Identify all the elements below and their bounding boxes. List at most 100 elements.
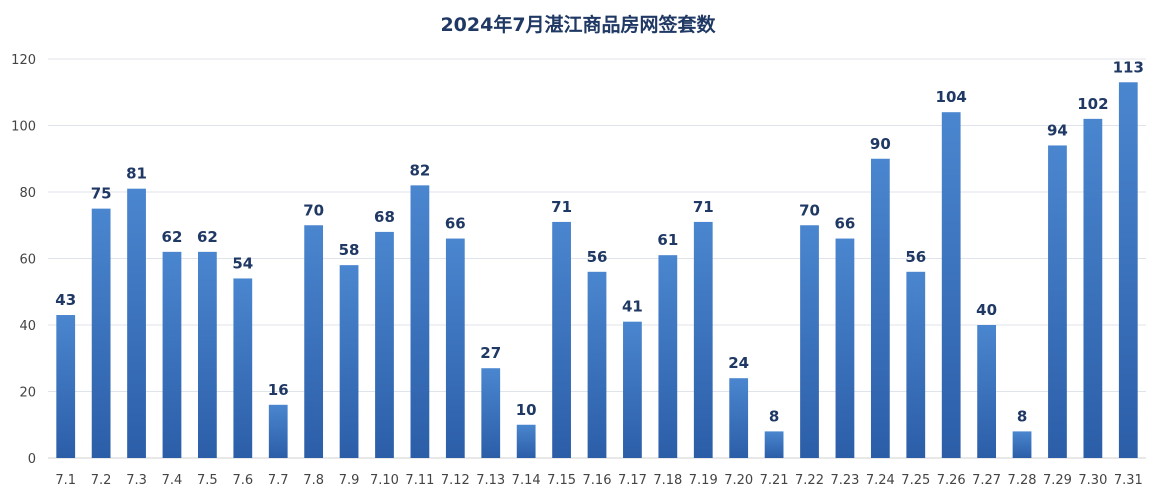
data-label: 68 bbox=[374, 208, 395, 226]
data-label: 94 bbox=[1047, 121, 1068, 139]
data-label: 66 bbox=[445, 215, 466, 233]
data-label: 24 bbox=[728, 354, 749, 372]
bar bbox=[870, 158, 890, 458]
bar bbox=[516, 424, 536, 458]
bar bbox=[410, 185, 430, 458]
bar bbox=[1083, 118, 1103, 458]
y-tick-label: 80 bbox=[19, 186, 36, 201]
data-label: 27 bbox=[480, 344, 501, 362]
data-label: 102 bbox=[1077, 95, 1108, 113]
x-tick-label: 7.22 bbox=[795, 473, 824, 488]
x-tick-label: 7.10 bbox=[370, 473, 399, 488]
x-tick-label: 7.14 bbox=[512, 473, 541, 488]
bar bbox=[552, 221, 571, 458]
grid-layer: 0 20 40 60 80 100 120 bbox=[11, 53, 1146, 467]
data-label: 56 bbox=[905, 248, 926, 266]
x-tick-label: 7.18 bbox=[653, 473, 682, 488]
x-tick-label: 7.31 bbox=[1114, 473, 1143, 488]
x-tick-label: 7.29 bbox=[1043, 473, 1072, 488]
data-label: 16 bbox=[268, 381, 289, 399]
data-label: 8 bbox=[1017, 407, 1027, 425]
bar bbox=[375, 231, 394, 458]
bar bbox=[56, 315, 76, 458]
x-tick-label: 7.9 bbox=[339, 473, 360, 488]
bar bbox=[587, 271, 607, 458]
x-tick-label: 7.1 bbox=[55, 473, 76, 488]
x-tick-label: 7.11 bbox=[405, 473, 434, 488]
y-tick-label: 120 bbox=[11, 53, 36, 68]
y-tick-label: 0 bbox=[28, 452, 36, 467]
x-tick-label: 7.12 bbox=[441, 473, 470, 488]
bar bbox=[835, 238, 855, 458]
x-tick-label: 7.5 bbox=[197, 473, 218, 488]
x-tick-label: 7.6 bbox=[232, 473, 253, 488]
x-tick-label: 7.30 bbox=[1078, 473, 1107, 488]
data-label: 58 bbox=[339, 241, 360, 259]
x-tick-label: 7.23 bbox=[830, 473, 859, 488]
y-tick-label: 100 bbox=[11, 120, 36, 135]
x-tick-label: 7.16 bbox=[583, 473, 612, 488]
data-label: 40 bbox=[976, 301, 997, 319]
x-tick-label: 7.2 bbox=[91, 473, 112, 488]
data-label: 90 bbox=[870, 135, 891, 153]
bar bbox=[445, 238, 465, 458]
bar bbox=[91, 208, 111, 458]
x-tick-label: 7.26 bbox=[937, 473, 966, 488]
bar bbox=[658, 255, 678, 458]
x-tick-label: 7.15 bbox=[547, 473, 576, 488]
x-tick-label: 7.24 bbox=[866, 473, 895, 488]
data-label: 43 bbox=[55, 291, 76, 309]
x-tick-label: 7.17 bbox=[618, 473, 647, 488]
bar bbox=[162, 251, 182, 458]
bar bbox=[1118, 82, 1138, 459]
bar bbox=[1012, 431, 1032, 458]
bar bbox=[941, 112, 961, 458]
y-tick-label: 20 bbox=[19, 386, 36, 401]
bar bbox=[764, 431, 784, 458]
chart-title: 2024年7月湛江商品房网签套数 bbox=[440, 14, 716, 36]
bar-layer bbox=[56, 82, 1138, 459]
data-label: 70 bbox=[799, 201, 820, 219]
x-tick-label: 7.20 bbox=[724, 473, 753, 488]
bar bbox=[304, 225, 324, 458]
bar bbox=[268, 404, 288, 458]
data-label: 62 bbox=[197, 228, 218, 246]
data-label: 81 bbox=[126, 165, 147, 183]
data-label: 66 bbox=[834, 215, 855, 233]
x-tick-label: 7.27 bbox=[972, 473, 1001, 488]
bar bbox=[906, 271, 926, 458]
bar bbox=[481, 368, 501, 458]
data-label: 54 bbox=[232, 254, 253, 272]
bar bbox=[977, 325, 996, 458]
data-label: 8 bbox=[769, 407, 779, 425]
x-tick-label: 7.28 bbox=[1008, 473, 1037, 488]
bar bbox=[198, 251, 217, 458]
bar bbox=[623, 321, 642, 458]
y-tick-label: 60 bbox=[19, 253, 36, 268]
x-tick-label: 7.19 bbox=[689, 473, 718, 488]
x-tick-label: 7.13 bbox=[476, 473, 505, 488]
x-tick-label: 7.21 bbox=[760, 473, 789, 488]
data-label: 71 bbox=[551, 198, 572, 216]
x-tick-label: 7.3 bbox=[126, 473, 147, 488]
data-label: 71 bbox=[693, 198, 714, 216]
data-label: 41 bbox=[622, 298, 643, 316]
x-tick-label: 7.8 bbox=[303, 473, 324, 488]
label-layer: 43 7.1 75 7.2 81 7.3 62 7.4 62 7.5 54 7.6 16 7.7 70 7.8… bbox=[55, 58, 1144, 488]
data-label: 62 bbox=[162, 228, 183, 246]
data-label: 61 bbox=[657, 231, 678, 249]
data-label: 75 bbox=[91, 185, 112, 203]
bar bbox=[729, 378, 749, 458]
bar bbox=[339, 265, 359, 458]
data-label: 104 bbox=[936, 88, 967, 106]
bar bbox=[800, 225, 819, 458]
bar bbox=[233, 278, 253, 458]
bar bbox=[127, 188, 146, 459]
x-tick-label: 7.7 bbox=[268, 473, 289, 488]
data-label: 10 bbox=[516, 401, 537, 419]
data-label: 113 bbox=[1113, 58, 1144, 76]
y-tick-label: 40 bbox=[19, 319, 36, 334]
data-label: 82 bbox=[409, 161, 430, 179]
